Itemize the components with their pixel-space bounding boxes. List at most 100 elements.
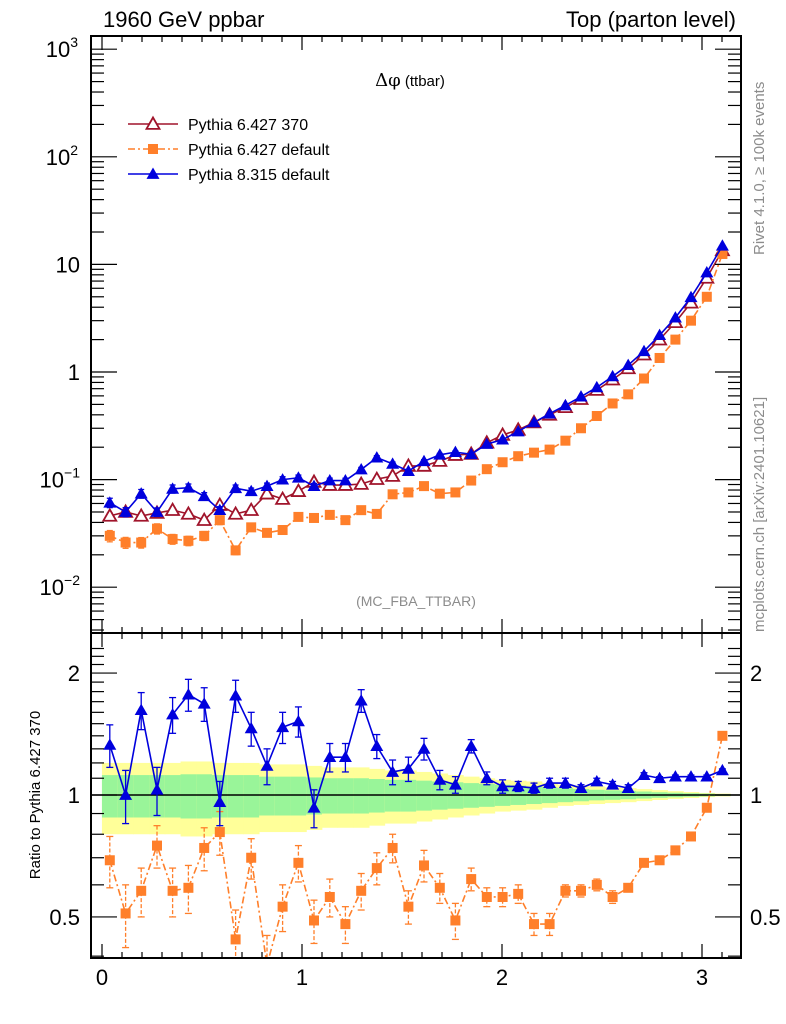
main-point-2	[480, 437, 494, 449]
main-point-0	[368, 470, 385, 485]
main-point-1	[309, 512, 319, 523]
ratio-point-1	[448, 778, 462, 790]
main-point-2	[543, 407, 557, 419]
analysis-label: (MC_FBA_TTBAR)	[356, 593, 476, 609]
main-point-2	[181, 481, 195, 493]
ratio-point-0	[591, 879, 602, 890]
ratio-point-0	[356, 885, 367, 896]
ratio-point-0	[623, 882, 634, 893]
plot-title-suffix: (ttbar)	[401, 73, 445, 90]
ratio-point-1	[370, 739, 384, 752]
ratio-point-1	[464, 739, 478, 752]
y-tick-base: 10	[40, 575, 64, 600]
ratio-point-1	[213, 795, 227, 808]
y-tick-base: 10	[46, 37, 70, 62]
ratio-point-1	[307, 801, 321, 813]
ratio-point-0	[324, 891, 335, 902]
legend-label-0: Pythia 6.427 370	[188, 117, 308, 134]
main-point-2	[684, 290, 698, 303]
ratio-point-0	[481, 891, 492, 902]
main-point-2	[417, 454, 431, 467]
main-point-0	[164, 501, 181, 516]
ratio-point-0	[434, 882, 445, 893]
ratio-point-0	[513, 888, 524, 899]
main-point-2	[558, 398, 572, 411]
ratio-point-1	[386, 765, 400, 777]
legend: Pythia 6.427 370 Pythia 6.427 default Pyth…	[128, 115, 330, 184]
ratio-point-0	[340, 919, 351, 930]
x-tick-label: 0	[96, 965, 108, 990]
main-point-2	[637, 344, 651, 357]
main-point-1	[670, 334, 681, 345]
main-point-1	[214, 515, 225, 526]
y-tick-exponent: −1	[64, 465, 80, 481]
main-point-0	[227, 505, 244, 520]
main-point-2	[574, 390, 588, 402]
ratio-point-1	[260, 759, 274, 771]
ratio-point-1	[323, 750, 337, 763]
main-point-2	[700, 266, 714, 278]
main-point-2	[401, 464, 415, 476]
main-point-2	[307, 479, 321, 491]
main-point-1	[277, 525, 288, 536]
ratio-point-0	[246, 852, 257, 863]
main-point-0	[353, 475, 370, 490]
ratio-point-0	[136, 885, 147, 896]
main-point-0	[290, 482, 307, 497]
main-point-1	[387, 489, 398, 500]
main-point-2	[668, 311, 682, 323]
ratio-point-0	[214, 827, 225, 838]
inner-band-bin	[243, 775, 260, 818]
main-point-1	[324, 509, 335, 520]
main-point-1	[686, 315, 696, 326]
main-point-1	[450, 487, 461, 498]
y-tick-label: 102	[46, 142, 78, 170]
inner-band-bin	[368, 779, 386, 813]
plot-title-symbol: Δφ	[375, 70, 401, 91]
main-point-1	[371, 508, 382, 519]
y-tick-exponent: −2	[64, 572, 80, 588]
ratio-point-0	[466, 874, 477, 885]
main-point-0	[196, 511, 213, 526]
main-series-line-2	[109, 245, 724, 514]
y-tick-base: 10	[46, 145, 70, 170]
ratio-point-0	[639, 857, 649, 868]
legend-label-2: Pythia 8.315 default	[188, 167, 330, 184]
ratio-point-1	[401, 762, 415, 774]
main-point-1	[356, 505, 367, 516]
ratio-series-layer	[103, 678, 729, 970]
ratio-y-tick-label-right: 1	[750, 783, 762, 808]
plot-title: Δφ (ttbar)	[375, 70, 445, 91]
main-point-2	[338, 474, 352, 486]
main-point-1	[230, 545, 241, 556]
ratio-y-tick-label-left: 0.5	[49, 905, 80, 930]
main-point-1	[136, 537, 147, 548]
ratio-point-1	[119, 788, 133, 800]
ratio-point-0	[497, 891, 508, 902]
ratio-point-0	[419, 860, 429, 871]
mcplots-credit-label: mcplots.cern.ch [arXiv:2401.10621]	[751, 397, 768, 632]
y-tick-label: 10−2	[40, 572, 81, 600]
main-point-2	[354, 463, 368, 475]
main-point-1	[466, 475, 477, 486]
main-series-layer	[101, 239, 731, 556]
ratio-point-1	[653, 771, 667, 784]
main-point-2	[291, 471, 305, 483]
ratio-point-0	[230, 934, 241, 945]
main-point-0	[243, 501, 260, 516]
main-point-1	[623, 389, 634, 400]
main-point-1	[183, 535, 194, 546]
header-left: 1960 GeV ppbar	[103, 7, 264, 32]
ratio-point-1	[197, 697, 211, 709]
main-point-1	[560, 435, 571, 446]
ratio-point-0	[529, 919, 539, 930]
main-point-1	[654, 352, 665, 363]
main-point-1	[167, 534, 178, 545]
ratio-point-0	[717, 730, 728, 741]
main-point-2	[134, 487, 148, 499]
main-point-2	[715, 239, 729, 251]
ratio-point-0	[262, 960, 272, 970]
main-point-1	[607, 398, 618, 409]
ratio-y-tick-label-left: 2	[68, 661, 80, 686]
ratio-point-0	[293, 857, 304, 868]
